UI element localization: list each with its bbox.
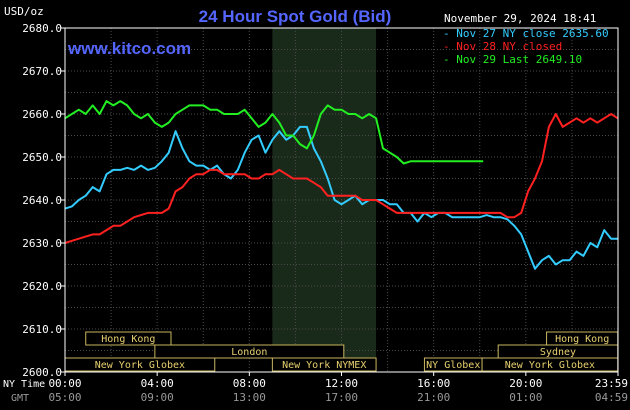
- session-label: New York Globex: [505, 360, 595, 371]
- y-tick-label: 2670.0: [22, 65, 62, 78]
- x-tick-label-gmt: 21:00: [417, 391, 450, 404]
- legend-entry-2: - Nov 28 NY closed: [443, 40, 562, 53]
- session-label: NY Globex: [426, 360, 480, 371]
- legend-entry-3: - Nov 29 Last 2649.10: [443, 53, 582, 66]
- session-label: New York NYMEX: [282, 360, 366, 371]
- legend: - Nov 27 NY close 2635.60- Nov 28 NY clo…: [443, 27, 609, 66]
- x-tick-label-ny: 16:00: [417, 377, 450, 390]
- x-axis-label-ny: NY Time: [3, 379, 45, 390]
- chart-title: 24 Hour Spot Gold (Bid): [199, 7, 392, 26]
- x-axis-label-gmt: GMT: [11, 393, 29, 404]
- x-tick-label-gmt: 17:00: [325, 391, 358, 404]
- x-tick-label-gmt: 05:00: [48, 391, 81, 404]
- y-tick-label: 2610.0: [22, 323, 62, 336]
- y-tick-label: 2650.0: [22, 151, 62, 164]
- legend-entry-1: - Nov 27 NY close 2635.60: [443, 27, 609, 40]
- session-label: Hong Kong: [101, 334, 155, 345]
- y-tick-label: 2620.0: [22, 280, 62, 293]
- session-bar: [154, 344, 345, 359]
- x-tick-label-gmt: 01:00: [509, 391, 542, 404]
- x-tick-label-ny: 00:00: [48, 377, 81, 390]
- x-tick-label-ny: 20:00: [509, 377, 542, 390]
- y-axis-label: USD/oz: [4, 5, 44, 18]
- session-bar: [85, 331, 172, 346]
- y-tick-label: 2630.0: [22, 237, 62, 250]
- x-tick-label-ny: 08:00: [233, 377, 266, 390]
- y-tick-label: 2680.0: [22, 22, 62, 35]
- y-tick-label: 2600.0: [22, 366, 62, 379]
- series-line-2: [64, 113, 619, 244]
- x-tick-label-ny: 12:00: [325, 377, 358, 390]
- session-label: London: [231, 347, 267, 358]
- y-tick-label: 2640.0: [22, 194, 62, 207]
- session-bar: [271, 357, 377, 372]
- timestamp: November 29, 2024 18:41: [444, 12, 596, 25]
- x-tick-label-gmt: 04:59: [595, 391, 628, 404]
- x-tick-label-ny: 23:59: [595, 377, 628, 390]
- session-label: New York Globex: [95, 360, 185, 371]
- x-tick-label-gmt: 09:00: [141, 391, 174, 404]
- session-label: Hong Kong: [555, 334, 609, 345]
- y-tick-label: 2660.0: [22, 108, 62, 121]
- series-line-3: [64, 100, 484, 165]
- site-url-link[interactable]: www.kitco.com: [67, 39, 191, 58]
- x-tick-label-gmt: 13:00: [233, 391, 266, 404]
- session-label: Sydney: [540, 347, 576, 358]
- x-tick-label-ny: 04:00: [141, 377, 174, 390]
- series-line-1: [64, 125, 618, 270]
